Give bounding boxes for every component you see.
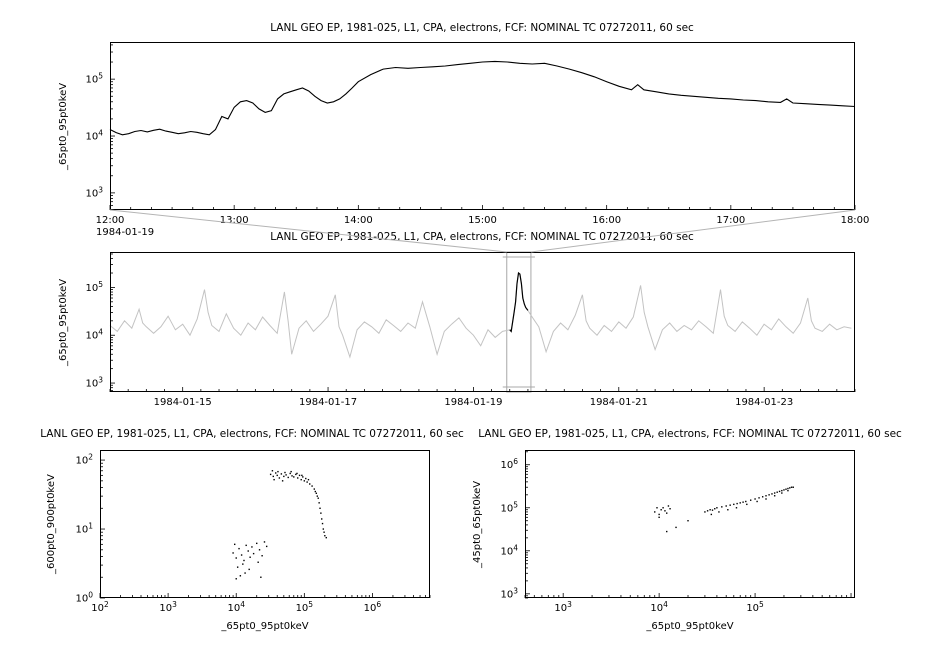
svg-text:102: 102 <box>91 600 109 614</box>
panel3-title: LANL GEO EP, 1981-025, L1, CPA, electron… <box>40 428 464 440</box>
panel4-title: LANL GEO EP, 1981-025, L1, CPA, electron… <box>478 428 902 440</box>
context-overview-plot[interactable]: 1984-01-15 1984-01-17 1984-01-19 1984-01-21… <box>85 251 856 408</box>
panel4-xlabel: _65pt0_95pt0keV <box>646 621 734 632</box>
svg-text:1984-01-17: 1984-01-17 <box>299 397 357 408</box>
scatter-45-65-canvas: 103 104 105 103 104 105 106 <box>500 450 855 614</box>
svg-text:101: 101 <box>75 522 93 536</box>
svg-text:103: 103 <box>159 600 177 614</box>
context-canvas: 1984-01-15 1984-01-17 1984-01-19 1984-01-21… <box>85 251 856 408</box>
svg-text:104: 104 <box>85 129 103 143</box>
svg-text:1984-01-19: 1984-01-19 <box>444 397 502 408</box>
svg-text:103: 103 <box>500 586 518 600</box>
svg-text:103: 103 <box>85 185 103 199</box>
svg-text:105: 105 <box>746 600 764 614</box>
svg-text:1984-01-21: 1984-01-21 <box>590 397 648 408</box>
panel1-ylabel: _65pt0_95pt0keV <box>58 82 69 170</box>
series-context-full <box>109 272 852 359</box>
svg-text:14:00: 14:00 <box>344 215 373 226</box>
scatter-45-65-plot[interactable]: 103 104 105 103 104 105 106 <box>500 450 855 614</box>
panel2-ylabel: _65pt0_95pt0keV <box>58 278 69 366</box>
svg-text:105: 105 <box>85 280 103 294</box>
panel4-ylabel: _45pt0_65pt0keV <box>472 480 483 568</box>
scatter-600-900-canvas: 102 103 104 105 106 100 101 102 <box>75 450 431 614</box>
svg-text:103: 103 <box>554 600 572 614</box>
svg-text:104: 104 <box>650 600 668 614</box>
svg-text:1984-01-15: 1984-01-15 <box>154 397 212 408</box>
panel3-ylabel: _600pt0_900pt0keV <box>46 474 57 574</box>
panel3-xlabel: _65pt0_95pt0keV <box>221 621 309 632</box>
series-45-65keV-vs-65-95keV <box>654 486 794 533</box>
svg-text:104: 104 <box>227 600 245 614</box>
svg-text:105: 105 <box>500 500 518 514</box>
svg-text:16:00: 16:00 <box>592 215 621 226</box>
svg-text:18:00: 18:00 <box>841 215 870 226</box>
scatter-600-900-plot[interactable]: 102 103 104 105 106 100 101 102 <box>75 450 431 614</box>
svg-text:1984-01-19: 1984-01-19 <box>96 227 154 238</box>
series-context-highlight <box>509 271 529 333</box>
svg-text:106: 106 <box>364 600 382 614</box>
overview-zoom-plot[interactable]: 12:00 1984-01-19 13:00 14:00 15:00 16:00 17:00… <box>85 42 869 238</box>
svg-text:17:00: 17:00 <box>716 215 745 226</box>
svg-text:106: 106 <box>500 457 518 471</box>
svg-text:12:00: 12:00 <box>96 215 125 226</box>
svg-text:103: 103 <box>85 376 103 390</box>
svg-text:104: 104 <box>500 543 518 557</box>
svg-text:104: 104 <box>85 328 103 342</box>
svg-text:105: 105 <box>296 600 314 614</box>
svg-text:105: 105 <box>85 72 103 86</box>
svg-text:13:00: 13:00 <box>220 215 249 226</box>
panel1-title: LANL GEO EP, 1981-025, L1, CPA, electron… <box>270 22 694 34</box>
series-_65pt0_95pt0keV <box>109 60 856 136</box>
svg-text:102: 102 <box>75 453 93 467</box>
panel2-title: LANL GEO EP, 1981-025, L1, CPA, electron… <box>270 231 694 243</box>
series-600-900keV-vs-65-95keV <box>232 470 327 580</box>
svg-text:1984-01-23: 1984-01-23 <box>735 397 793 408</box>
svg-text:15:00: 15:00 <box>468 215 497 226</box>
svg-text:100: 100 <box>75 591 93 605</box>
